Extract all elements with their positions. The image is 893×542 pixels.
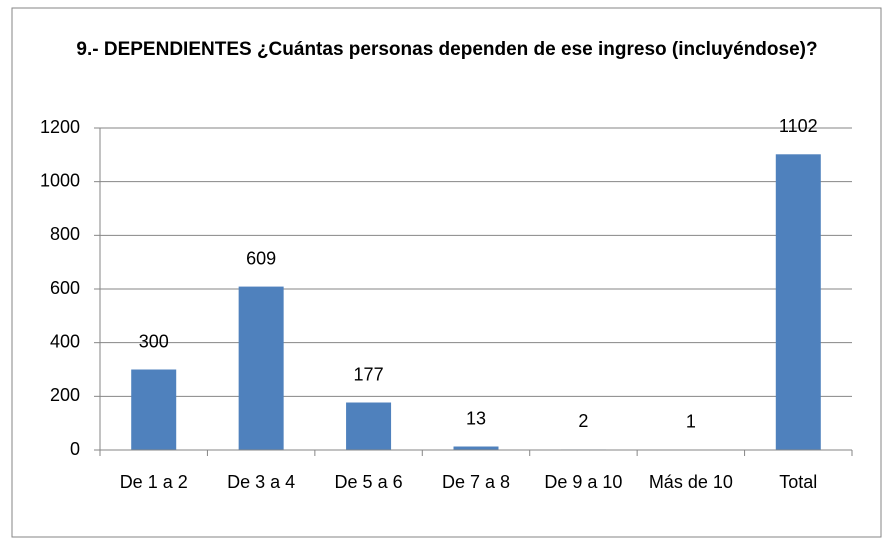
x-tick-label: Más de 10	[649, 472, 733, 492]
data-label: 300	[139, 331, 169, 351]
y-tick-label: 0	[70, 439, 80, 459]
x-tick-label: De 1 a 2	[120, 472, 188, 492]
x-tick-label: De 3 a 4	[227, 472, 295, 492]
data-label: 13	[466, 408, 486, 428]
x-tick-label: Total	[779, 472, 817, 492]
chart-title: 9.- DEPENDIENTES ¿Cuántas personas depen…	[76, 39, 817, 60]
x-tick-label: De 9 a 10	[544, 472, 622, 492]
data-label: 177	[354, 364, 384, 384]
data-label: 2	[578, 411, 588, 431]
y-tick-label: 1200	[40, 117, 80, 137]
y-tick-label: 800	[50, 224, 80, 244]
x-tick-label: De 7 a 8	[442, 472, 510, 492]
bar	[131, 369, 177, 450]
data-label: 1102	[779, 116, 818, 136]
x-tick-label: De 5 a 6	[335, 472, 403, 492]
bar	[238, 286, 284, 450]
chart-frame	[11, 7, 882, 538]
y-tick-label: 600	[50, 278, 80, 298]
bar	[346, 402, 392, 450]
y-tick-label: 400	[50, 331, 80, 351]
bar	[775, 154, 821, 450]
data-label: 1	[686, 411, 696, 431]
y-tick-label: 200	[50, 385, 80, 405]
data-label: 609	[246, 248, 276, 268]
bar	[453, 446, 499, 450]
y-tick-label: 1000	[40, 170, 80, 190]
